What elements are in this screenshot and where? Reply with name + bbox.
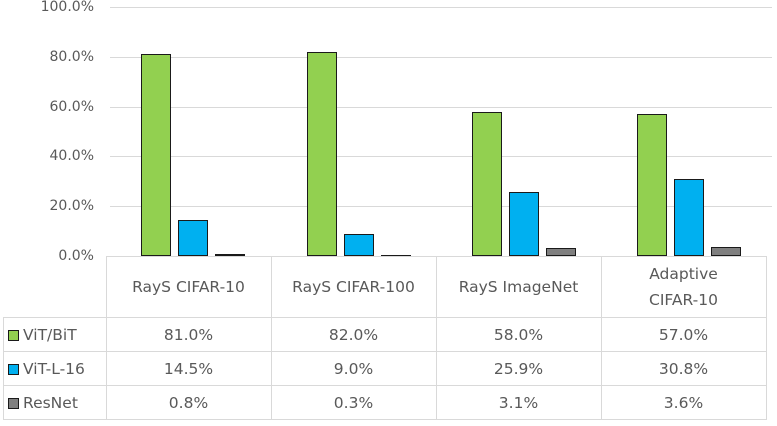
table-cell: 81.0% <box>105 317 272 352</box>
bar-vit-bit <box>471 111 502 256</box>
bar-vit-l-16 <box>343 233 374 256</box>
bar-vit-bit <box>636 114 667 256</box>
bar-vit-l-16 <box>673 179 704 256</box>
bar-resnet <box>710 247 741 256</box>
table-cell: 3.6% <box>600 385 767 420</box>
table-cell: 57.0% <box>600 317 767 352</box>
column-header: RayS ImageNet <box>435 256 602 318</box>
legend-label: ResNet <box>23 393 78 412</box>
gridline <box>110 7 772 8</box>
table-cell: 58.0% <box>435 317 602 352</box>
bar-resnet <box>214 254 245 256</box>
gridline <box>110 206 772 208</box>
gridline <box>110 56 772 58</box>
column-header: RayS CIFAR-10 <box>105 256 272 318</box>
legend-entry: ViT-L-16 <box>3 351 107 386</box>
y-tick-label: 40.0% <box>49 148 94 165</box>
legend-key-icon <box>8 329 19 341</box>
bar-vit-l-16 <box>177 219 208 256</box>
table-cell: 9.0% <box>270 351 437 386</box>
y-tick-label: 80.0% <box>49 48 94 65</box>
table-row: ViT/BiT 81.0% 82.0% 58.0% 57.0% <box>3 317 767 352</box>
table-cell: 0.8% <box>105 385 272 420</box>
gridline <box>110 156 772 158</box>
bar-resnet <box>545 248 576 256</box>
y-tick-label: 60.0% <box>49 98 94 115</box>
bar-vit-bit <box>140 54 171 256</box>
y-tick-label: 20.0% <box>49 198 94 215</box>
legend-entry: ResNet <box>3 385 107 420</box>
legend-key-icon <box>8 397 19 409</box>
table-cell: 14.5% <box>105 351 272 386</box>
gridline <box>110 106 772 108</box>
bar-vit-l-16 <box>508 191 539 256</box>
data-table: RayS CIFAR-10 RayS CIFAR-100 RayS ImageN… <box>3 256 767 420</box>
legend-label: ViT/BiT <box>23 325 77 344</box>
column-header: Adaptive CIFAR-10 <box>600 256 767 318</box>
table-row: ViT-L-16 14.5% 9.0% 25.9% 30.8% <box>3 351 767 386</box>
bar-vit-bit <box>306 51 337 256</box>
legend-key-icon <box>8 363 19 375</box>
table-row: ResNet 0.8% 0.3% 3.1% 3.6% <box>3 385 767 420</box>
table-cell: 82.0% <box>270 317 437 352</box>
legend-entry: ViT/BiT <box>3 317 107 352</box>
y-tick-label: 100.0% <box>40 0 94 15</box>
table-cell: 25.9% <box>435 351 602 386</box>
legend-label: ViT-L-16 <box>23 359 85 378</box>
table-corner <box>3 256 107 318</box>
table-header-row: RayS CIFAR-10 RayS CIFAR-100 RayS ImageN… <box>3 256 767 318</box>
table-cell: 30.8% <box>600 351 767 386</box>
column-header: RayS CIFAR-100 <box>270 256 437 318</box>
table-cell: 3.1% <box>435 385 602 420</box>
table-cell: 0.3% <box>270 385 437 420</box>
